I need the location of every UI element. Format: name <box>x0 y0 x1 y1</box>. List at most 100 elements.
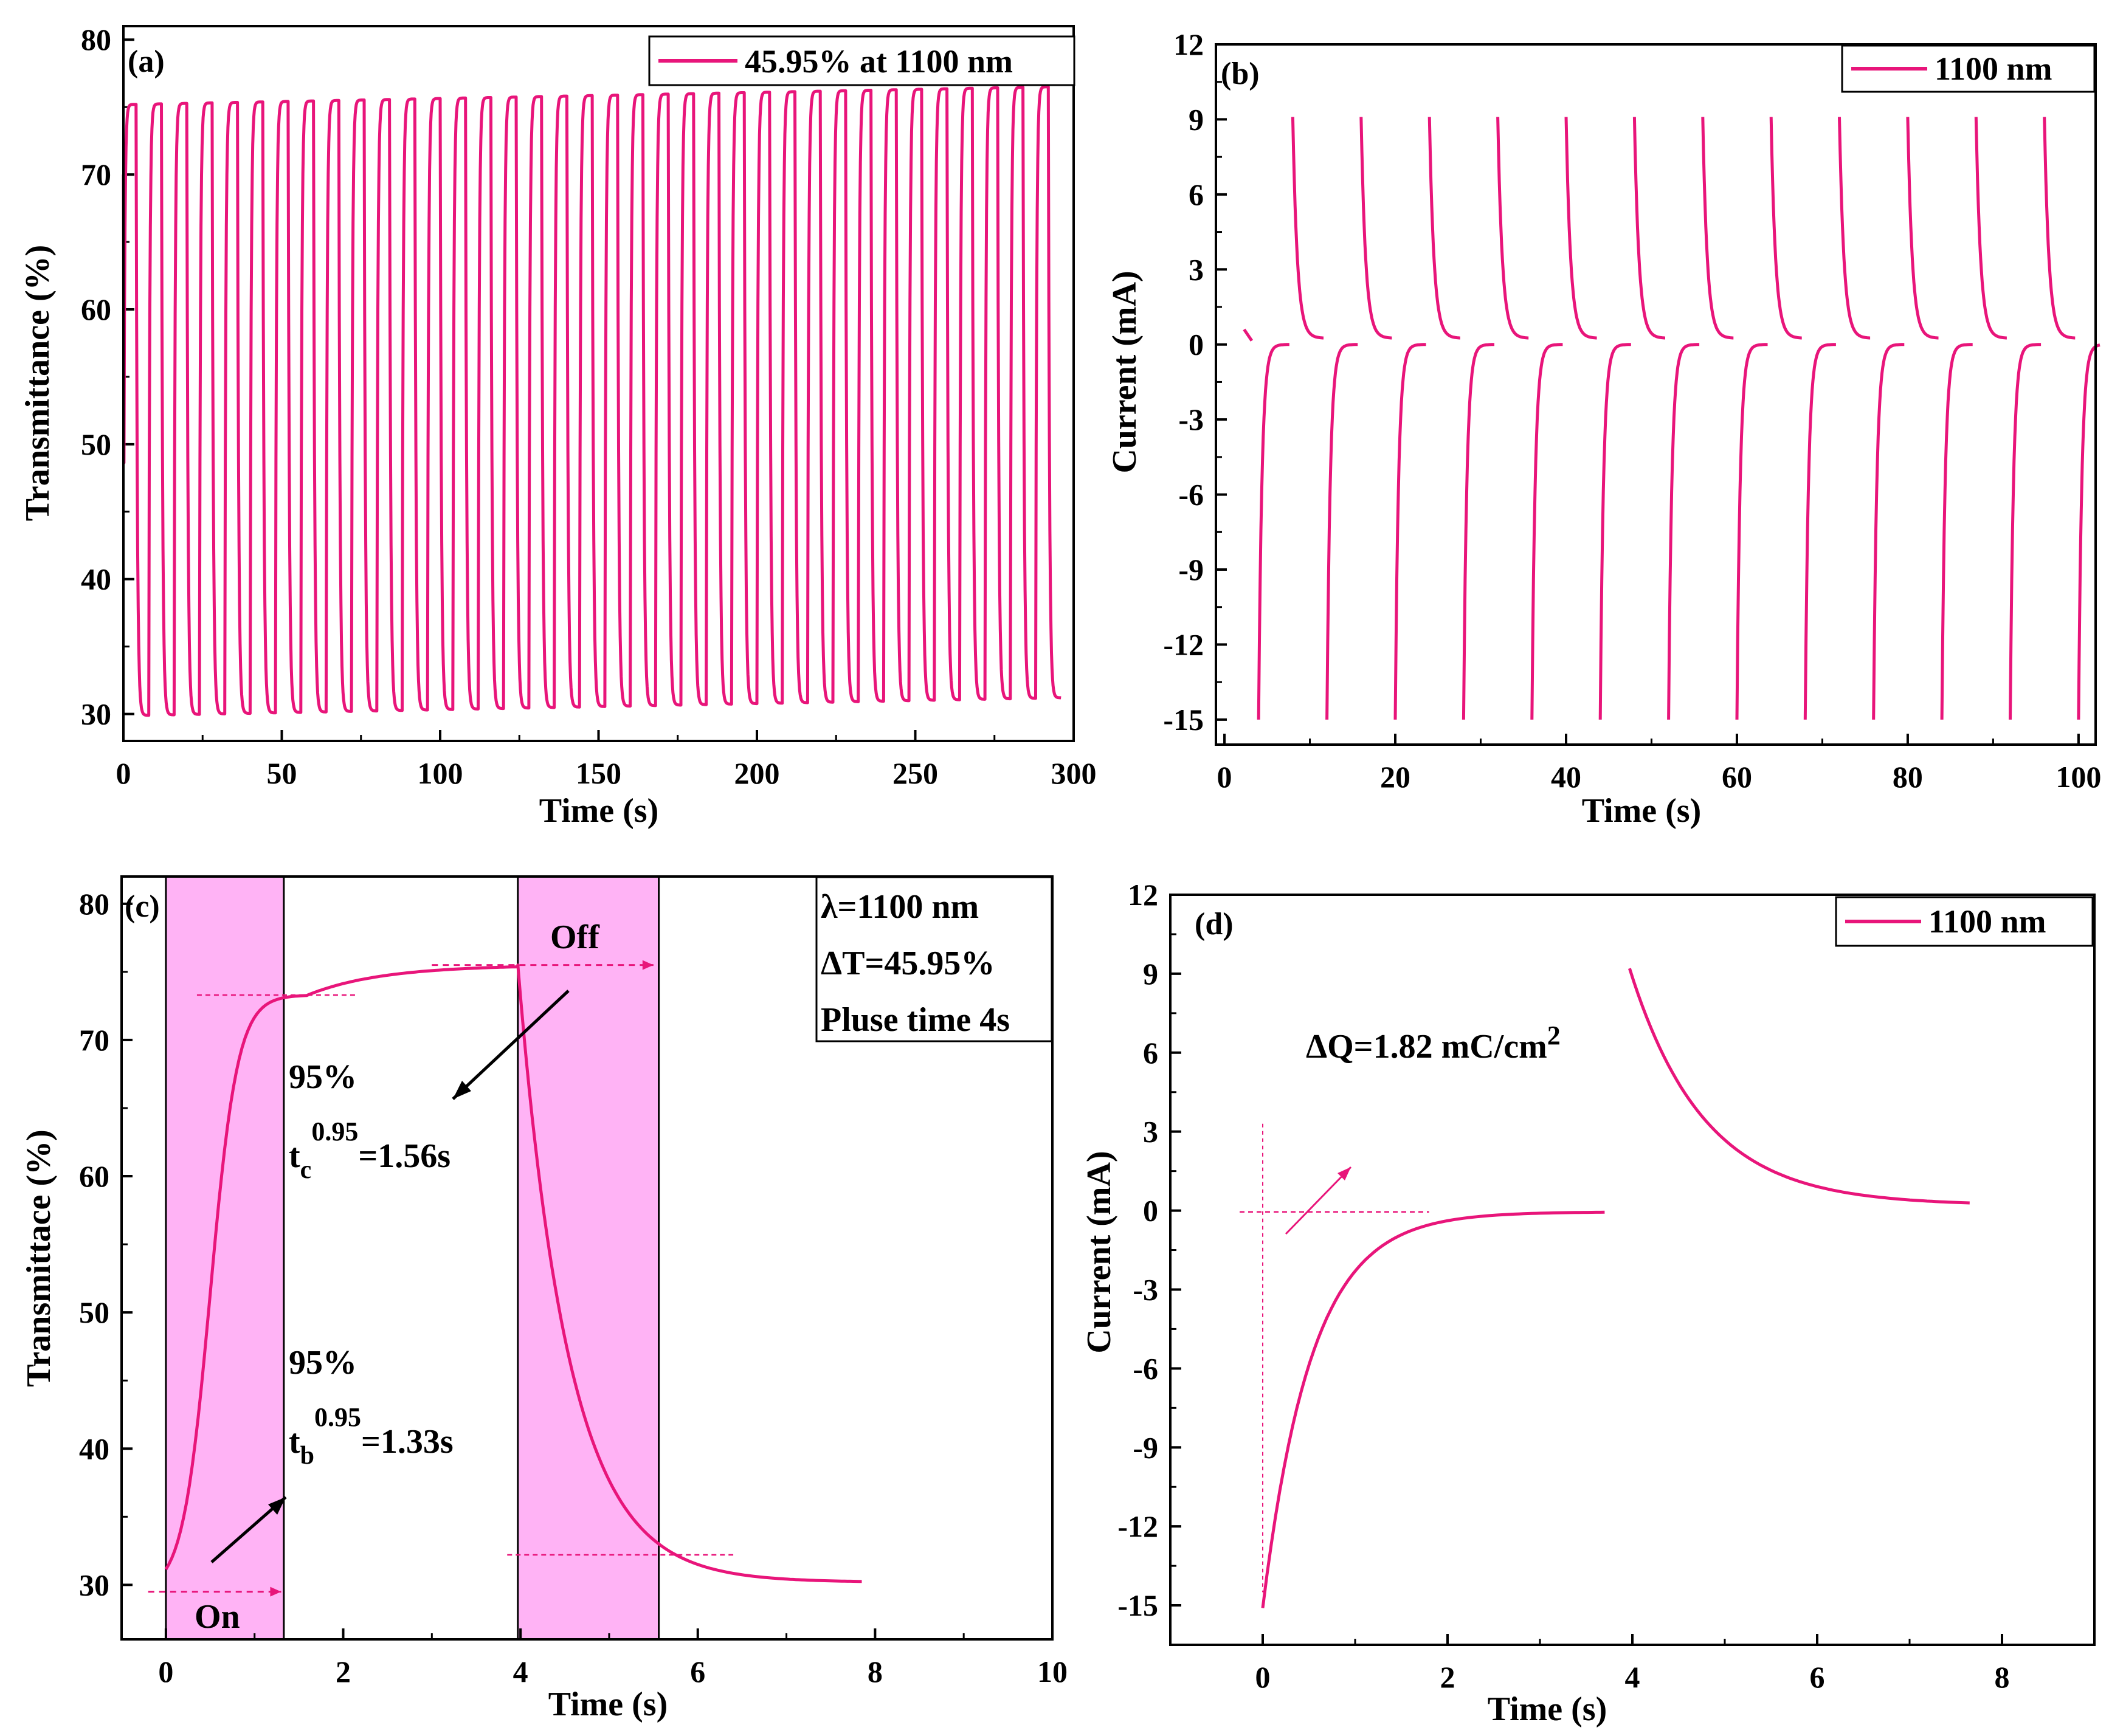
panel-c-tb-base: t <box>289 1423 300 1461</box>
panel-c-x-tick-label: 6 <box>690 1655 705 1689</box>
panel-b-bleaching-pulse <box>1769 117 1802 340</box>
panel-c-info-wavelength: λ=1100 nm <box>821 888 979 926</box>
panel-c-tc-sup: 0.95 <box>311 1117 358 1146</box>
panel-b-x-tick-label: 80 <box>1893 760 1923 794</box>
panel-b-legend-label: 1100 nm <box>1935 50 2052 87</box>
panel-b-coloring-pulse <box>1735 343 1768 720</box>
panel-c-coloring-time: tc 0.95=1.56s <box>289 1117 450 1184</box>
panel-c-start-arrowhead <box>270 1586 281 1597</box>
panel-c-tb-sub: b <box>300 1442 314 1470</box>
panel-a-transmittance-cycles: 0 50 100 150 200 250 300 30 40 50 60 70 80 45.95% at… <box>19 22 1097 830</box>
panel-b-y-tick-label: -15 <box>1163 703 1204 737</box>
panel-b-coloring-pulse <box>1257 343 1289 720</box>
panel-d-plot-frame <box>1169 894 2096 1646</box>
panel-c-shaded-region <box>165 875 285 1641</box>
panel-a-x-tick-label: 200 <box>734 756 780 790</box>
panel-c-tc-base: t <box>289 1137 300 1175</box>
panel-c-tb-value: =1.33s <box>361 1423 454 1461</box>
panel-d-x-tick-label: 0 <box>1255 1660 1271 1694</box>
panel-d-y-tick-label: -6 <box>1133 1351 1158 1385</box>
panel-b-x-tick-label: 60 <box>1722 760 1752 794</box>
panel-c-bleaching-percent: 95% <box>289 1344 357 1382</box>
panel-b-label: (b) <box>1221 57 1260 91</box>
panel-b-bleaching-pulse <box>1496 117 1529 340</box>
panel-c-label: (c) <box>125 889 160 924</box>
panel-b-y-tick-label: -9 <box>1178 553 1204 587</box>
panel-b-x-tick-label: 0 <box>1217 760 1232 794</box>
panel-a-x-axis-title: Time (s) <box>539 792 659 830</box>
panel-d-y-tick-label: -9 <box>1133 1430 1158 1464</box>
panel-b-x-axis-title: Time (s) <box>1582 792 1702 830</box>
panel-c-dark-arrowhead <box>642 960 654 970</box>
panel-c-y-tick-label: 50 <box>79 1295 109 1329</box>
panel-d-label: (d) <box>1195 907 1234 942</box>
panel-a-label: (a) <box>128 44 165 79</box>
panel-b-bleaching-pulse <box>2043 117 2076 340</box>
panel-a-x-tick-label: 250 <box>892 756 938 790</box>
panel-b-y-tick-label: 12 <box>1173 27 1204 61</box>
panel-c-x-tick-label: 4 <box>513 1655 528 1689</box>
panel-b-bleaching-pulse <box>1564 117 1597 340</box>
panel-b-coloring-pulse <box>1325 343 1358 720</box>
panel-b-x-tick-label: 100 <box>2055 760 2101 794</box>
panel-d-x-tick-label: 4 <box>1625 1660 1640 1694</box>
panel-c-y-tick-label: 40 <box>79 1431 109 1466</box>
panel-b-coloring-pulse <box>1393 343 1426 720</box>
panel-a-legend: 45.95% at 1100 nm <box>648 35 1075 86</box>
panel-c-x-tick-label: 8 <box>868 1655 883 1689</box>
panel-c-off-label: Off <box>550 918 600 956</box>
panel-c-response-time: 0 2 4 6 8 10 30 40 50 60 70 80 λ=1100 nm ΔT=45.95% … <box>20 875 1068 1723</box>
panel-b-legend: 1100 nm <box>1841 44 2096 93</box>
panel-d-y-tick-label: -12 <box>1117 1509 1158 1543</box>
panel-b-initial-segment <box>1243 328 1254 342</box>
panel-b-bleaching-pulse <box>1974 117 2007 340</box>
panel-b-bleaching-pulse <box>1838 117 1871 340</box>
panel-d-y-axis-title: Current (mA) <box>1080 1151 1118 1353</box>
panel-b-plot-frame <box>1215 43 2097 746</box>
panel-c-bleaching-time: tb0.95=1.33s <box>289 1402 454 1470</box>
panel-a-x-tick-label: 300 <box>1051 756 1097 790</box>
panel-c-plot-frame <box>120 875 1054 1641</box>
panel-b-bleaching-pulse <box>1701 117 1734 340</box>
panel-c-series-line <box>164 963 862 1583</box>
panel-a-y-tick-label: 40 <box>81 562 111 596</box>
panel-d-current-single: 0 2 4 6 8 12 9 6 3 0 -3 -6 -9 -12 -15 1100 nm (d) ΔQ=1… <box>1080 878 2096 1728</box>
panel-b-y-tick-label: 3 <box>1189 252 1204 286</box>
panel-d-legend-label: 1100 nm <box>1928 903 2046 940</box>
panel-b-coloring-pulse <box>1667 343 1700 720</box>
panel-c-on-label: On <box>195 1598 240 1636</box>
panel-b-coloring-pulse <box>1803 343 1836 720</box>
panel-c-x-axis-title: Time (s) <box>548 1686 668 1723</box>
panel-d-x-tick-label: 6 <box>1810 1660 1825 1694</box>
panel-c-x-tick-label: 0 <box>158 1655 173 1689</box>
panel-d-y-tick-label: 0 <box>1143 1194 1158 1228</box>
panel-a-x-tick-label: 0 <box>116 756 131 790</box>
panel-c-x-tick-label: 2 <box>336 1655 351 1689</box>
panel-c-y-axis-title: Transmittace (%) <box>20 1129 58 1387</box>
panel-c-coloring-percent: 95% <box>289 1058 357 1096</box>
panel-a-y-axis-title: Transmittance (%) <box>19 245 57 522</box>
panel-a-plot-frame <box>122 25 1075 742</box>
panel-c-y-tick-label: 80 <box>79 887 109 921</box>
panel-d-charge-sup: 2 <box>1547 1021 1561 1050</box>
panel-c-arrowhead-on <box>268 1497 286 1515</box>
panel-d-x-axis-title: Time (s) <box>1488 1690 1607 1728</box>
panel-b-y-axis-title: Current (mA) <box>1106 270 1144 473</box>
panel-d-charge-text: ΔQ=1.82 mC/cm <box>1306 1028 1547 1066</box>
panel-d-small-arrow <box>1285 1166 1352 1235</box>
panel-b-coloring-pulse <box>1940 343 1973 720</box>
panel-b-y-tick-label: 0 <box>1189 328 1204 362</box>
panel-c-info-pulse-time: Pluse time 4s <box>821 1001 1010 1039</box>
panel-d-y-tick-label: -15 <box>1117 1588 1158 1622</box>
panel-b-bleaching-pulse <box>1291 117 1324 340</box>
panel-b-y-tick-label: -12 <box>1163 627 1204 661</box>
panel-b-bleaching-pulse <box>1359 117 1392 340</box>
panel-d-y-tick-label: 6 <box>1143 1036 1158 1070</box>
panel-c-info-box-frame <box>815 876 1053 1042</box>
panel-c-y-tick-label: 60 <box>79 1159 109 1193</box>
panel-a-y-tick-label: 60 <box>81 292 111 326</box>
panel-a-y-tick-label: 80 <box>81 22 111 57</box>
panel-a-legend-label: 45.95% at 1100 nm <box>745 43 1013 80</box>
panel-d-y-tick-label: 12 <box>1128 878 1158 912</box>
